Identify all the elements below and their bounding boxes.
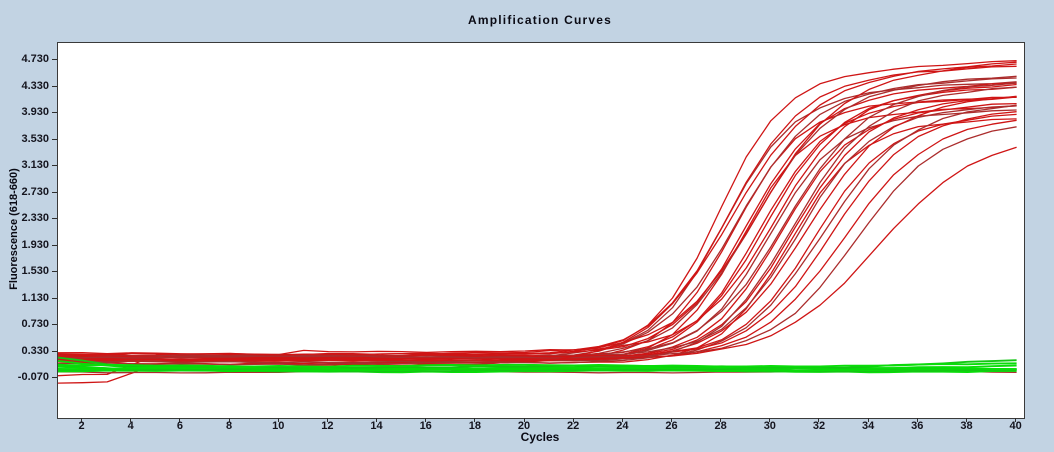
x-tick-mark [621,418,623,422]
y-tick-label: 2.330 [21,212,49,225]
x-tick-label: 26 [665,420,678,432]
x-tick-mark [474,418,476,422]
plot-area [57,42,1025,419]
x-tick-label: 36 [911,420,924,432]
x-tick-label: 2 [78,420,85,432]
y-tick-mark [52,244,57,246]
amplification-curve-red [58,118,1017,366]
y-tick-label: 1.530 [21,265,49,278]
amplification-curve-red [58,95,1017,363]
x-tick-mark [916,418,918,422]
y-tick-mark [52,218,57,220]
x-tick-mark [376,418,378,422]
x-tick-label: 40 [1009,420,1022,432]
x-tick-label: 8 [225,420,233,432]
x-tick-label: 18 [468,420,481,432]
y-tick-mark [52,85,57,87]
curves-canvas [58,60,1017,384]
y-tick-label: 3.930 [21,106,49,119]
x-tick-label: 32 [812,420,826,432]
y-tick-mark [52,297,57,299]
x-tick-mark [769,418,771,422]
amplification-curve-red [58,146,1017,362]
x-axis-label: Cycles [520,430,560,444]
x-tick-label: 20 [517,420,531,432]
y-tick-mark [52,350,57,352]
x-tick-label: 14 [370,420,383,432]
y-tick-mark [52,324,57,326]
amplification-curve-red [58,113,1017,360]
amplification-curve-red [58,102,1017,362]
amplification-curve-red [58,105,1017,365]
y-tick-mark [52,377,57,379]
y-tick-label: 2.730 [21,185,49,198]
x-tick-mark [1015,418,1017,422]
x-tick-mark [425,418,427,422]
x-tick-label: 34 [862,420,875,432]
x-tick-label: 28 [714,420,727,432]
x-tick-mark [130,418,132,422]
chart-title: Amplification Curves [467,13,613,27]
amplification-curve-red [58,96,1017,363]
y-tick-mark [52,191,57,193]
x-tick-mark [572,418,574,422]
x-tick-mark [179,418,181,422]
y-tick-label: 4.730 [21,53,49,66]
y-tick-mark [52,165,57,167]
y-tick-mark [52,138,57,140]
y-tick-mark [52,271,57,273]
x-tick-mark [81,418,83,422]
amplification-curve-red [58,63,1017,356]
amplification-curve-red [58,126,1017,359]
x-tick-label: 22 [567,420,580,432]
x-tick-mark [671,418,672,422]
y-tick-label: 4.330 [21,79,49,92]
x-tick-mark [720,418,722,422]
x-tick-label: 6 [176,420,183,432]
x-tick-label: 4 [127,420,134,432]
x-tick-mark [965,418,967,422]
x-tick-mark [523,418,525,422]
x-tick-label: 38 [960,420,973,432]
x-tick-label: 30 [763,420,776,432]
amplification-curve-red [58,109,1017,360]
x-tick-label: 24 [616,420,629,432]
y-tick-label: 1.930 [21,238,49,251]
y-tick-mark [52,112,57,114]
y-tick-label: 0.330 [21,344,49,357]
x-tick-mark [277,418,279,422]
amplification-curve-red [58,86,1017,366]
x-tick-mark [228,418,230,422]
y-tick-label: 1.130 [21,291,49,304]
x-tick-mark [818,418,820,422]
y-tick-label: 0.730 [21,318,49,331]
x-tick-label: 16 [419,420,432,432]
amplification-curve-red [58,65,1017,357]
amplification-curve-red [58,96,1017,361]
amplification-curve-red [58,96,1017,359]
x-tick-mark [867,418,869,422]
amplification-curve-red [58,83,1017,356]
x-tick-mark [326,418,328,422]
y-tick-mark [52,59,57,61]
x-tick-label: 12 [321,420,334,432]
amplification-curve-red [58,111,1017,359]
amplification-curve-red [58,119,1017,361]
negative-control-curve-green [58,362,1017,368]
y-tick-label: -0.070 [17,371,49,384]
y-tick-label: 3.130 [21,159,49,172]
amplification-curve-red [58,61,1017,384]
y-tick-label: 3.530 [21,132,49,145]
x-tick-label: 10 [272,420,285,432]
